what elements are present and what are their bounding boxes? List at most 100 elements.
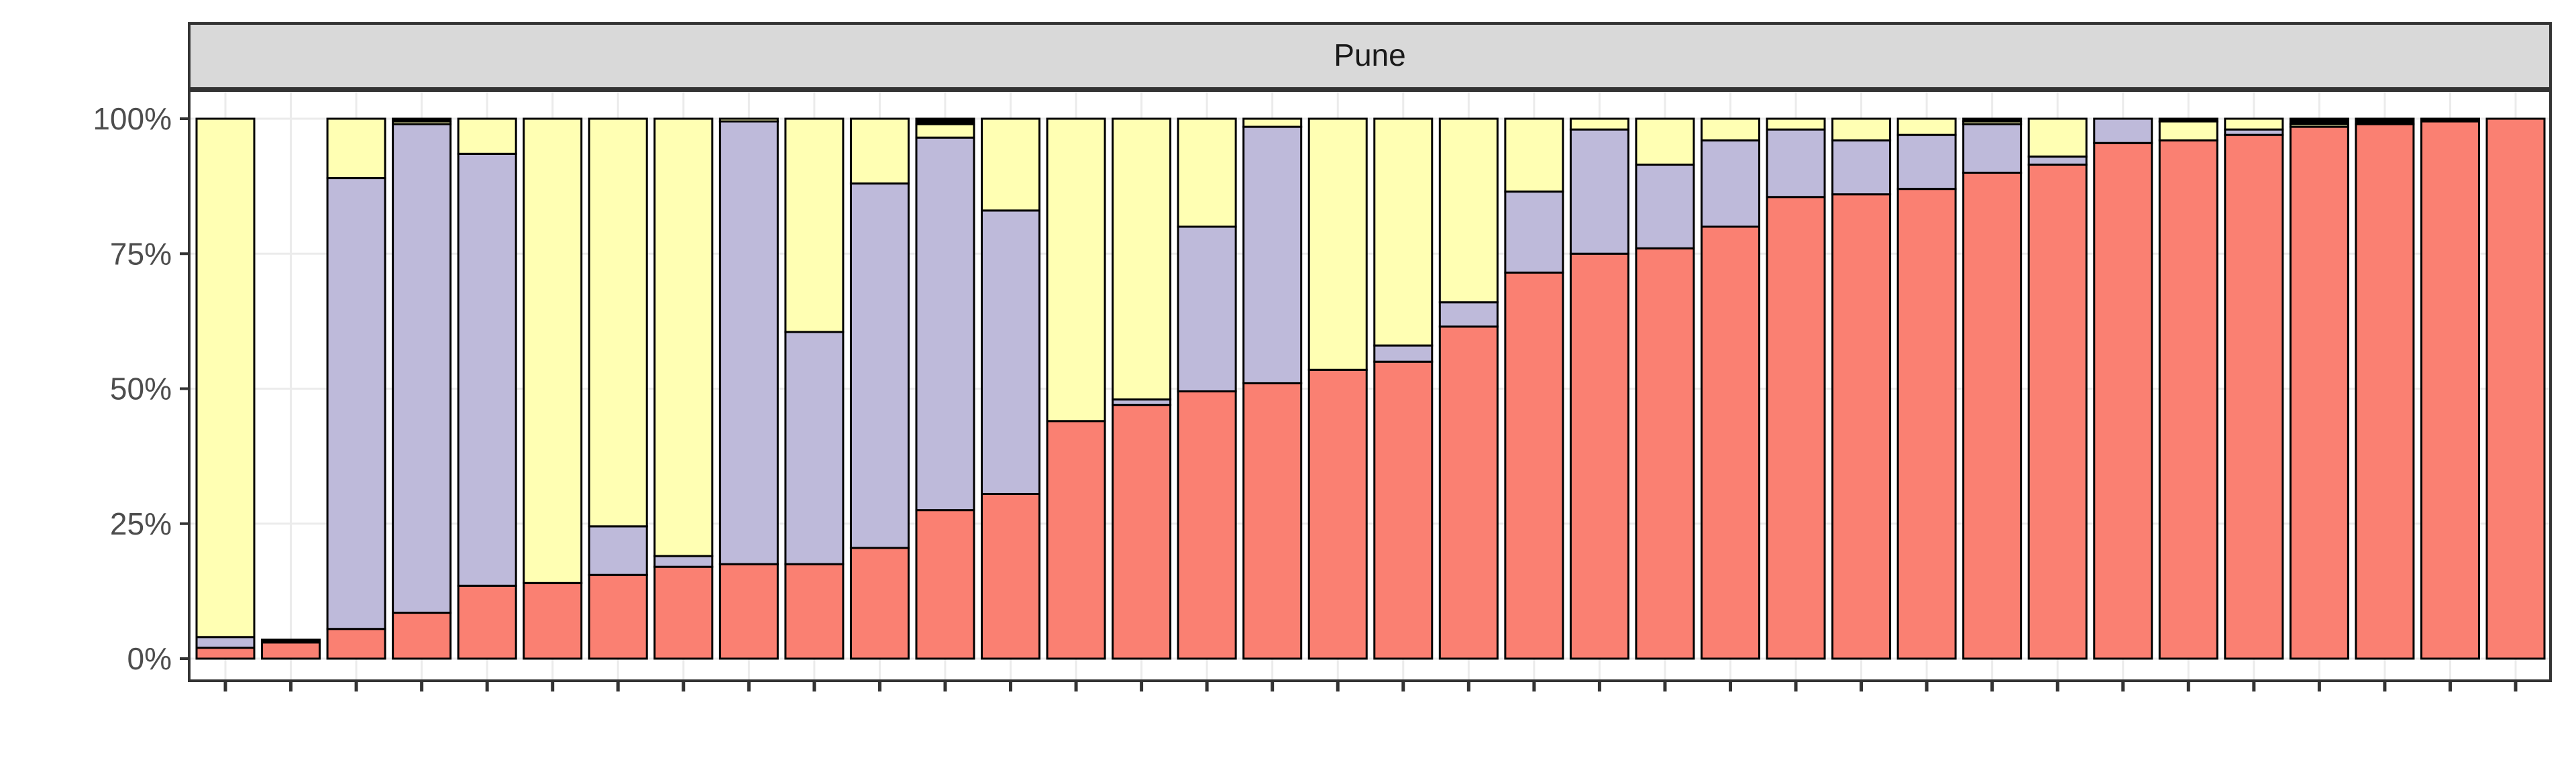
- bar-segment-s1-c14: [1046, 420, 1106, 660]
- bar-segment-s1-c5: [457, 584, 517, 660]
- bar-segment-s2-c12: [915, 136, 975, 512]
- bar-segment-s3-c21: [1504, 117, 1564, 193]
- bar-segment-s3-c20: [1438, 117, 1499, 304]
- facet-title: Pune: [1334, 38, 1405, 72]
- bar-segment-s1-c26: [1831, 193, 1892, 660]
- bar-segment-s4-c34: [2355, 117, 2415, 125]
- bar-segment-s1-c9: [718, 563, 779, 660]
- bar-segment-s1-c8: [653, 565, 714, 660]
- y-tick-label: 25%: [110, 506, 172, 541]
- y-tick-label: 0%: [127, 641, 172, 676]
- bar-segment-s2-c22: [1569, 128, 1629, 255]
- bar-segment-s3-c32: [2224, 117, 2284, 131]
- bar-segment-s3-c24: [1700, 117, 1760, 142]
- bar-segment-s2-c27: [1896, 133, 1957, 190]
- bar-segment-s1-c32: [2224, 133, 2284, 660]
- bar-segment-s2-c17: [1242, 125, 1303, 384]
- bar-segment-s1-c2: [261, 641, 321, 660]
- bar-segment-s1-c30: [2093, 142, 2153, 660]
- bar-segment-s3-c15: [1112, 117, 1172, 401]
- bar-segment-s1-c17: [1242, 382, 1303, 660]
- bar-segment-s3-c16: [1177, 117, 1237, 228]
- bar-segment-s2-c16: [1177, 225, 1237, 393]
- y-tick-label: 100%: [93, 101, 172, 136]
- bar-segment-s1-c15: [1112, 404, 1172, 660]
- bar-segment-s1-c11: [849, 547, 910, 660]
- bar-segment-s2-c7: [588, 525, 648, 576]
- bar-segment-s1-c34: [2355, 123, 2415, 660]
- bar-segment-s1-c23: [1635, 247, 1695, 660]
- bar-segment-s3-c8: [653, 117, 714, 557]
- bar-segment-s3-c18: [1307, 117, 1368, 371]
- bar-segment-s3-c6: [523, 117, 583, 584]
- bar-segment-s3-c29: [2027, 117, 2088, 158]
- bar-segment-s1-c7: [588, 573, 648, 660]
- bar-segment-s2-c19: [1373, 344, 1434, 363]
- bar-segment-s4-c31: [2158, 117, 2218, 123]
- bar-segment-s2-c4: [392, 123, 452, 614]
- bar-segment-s2-c23: [1635, 163, 1695, 250]
- bar-segment-s3-c31: [2158, 120, 2218, 142]
- bar-segment-s4-c33: [2289, 117, 2349, 125]
- bar-segment-s3-c7: [588, 117, 648, 528]
- bar-segment-s1-c20: [1438, 325, 1499, 660]
- bar-segment-s3-c13: [981, 117, 1041, 212]
- bar-segment-s1-c31: [2158, 139, 2218, 660]
- bar-segment-s3-c1: [195, 117, 256, 639]
- bar-segment-s3-c14: [1046, 117, 1106, 423]
- bar-segment-s3-c11: [849, 117, 910, 185]
- bar-segment-s2-c20: [1438, 301, 1499, 328]
- bar-segment-s2-c25: [1766, 128, 1826, 199]
- bar-segment-s2-c11: [849, 182, 910, 549]
- bar-segment-s1-c33: [2289, 125, 2349, 660]
- bar-segment-s3-c5: [457, 117, 517, 155]
- bar-segment-s2-c3: [326, 177, 386, 630]
- facet-strip: [188, 22, 2552, 90]
- bar-segment-s2-c26: [1831, 139, 1892, 196]
- bar-segment-s1-c3: [326, 628, 386, 660]
- bar-segment-s3-c22: [1569, 117, 1629, 131]
- bar-segment-s1-c21: [1504, 271, 1564, 660]
- bar-segment-s1-c13: [981, 492, 1041, 660]
- bar-segment-s2-c13: [981, 209, 1041, 495]
- bar-segment-s3-c25: [1766, 117, 1826, 131]
- bar-segment-s3-c26: [1831, 117, 1892, 142]
- bar-segment-s3-c10: [784, 117, 845, 333]
- bar-segment-s1-c1: [195, 647, 256, 660]
- bar-segment-s1-c27: [1896, 188, 1957, 660]
- bar-segment-s1-c29: [2027, 163, 2088, 660]
- bar-segment-s2-c9: [718, 120, 779, 565]
- bar-segment-s1-c18: [1307, 368, 1368, 660]
- bar-segment-s1-c19: [1373, 360, 1434, 660]
- y-tick-label: 75%: [110, 236, 172, 271]
- bar-segment-s2-c1: [195, 636, 256, 649]
- bar-segment-s4-c35: [2420, 117, 2480, 123]
- bar-segment-s4-c2: [261, 639, 321, 644]
- bar-segment-s3-c19: [1373, 117, 1434, 347]
- bar-segment-s2-c28: [1962, 123, 2023, 174]
- bar-segment-s1-c10: [784, 563, 845, 660]
- bar-segment-s3-c3: [326, 117, 386, 180]
- bar-segment-s1-c25: [1766, 196, 1826, 660]
- bar-segment-s1-c16: [1177, 390, 1237, 660]
- bar-segment-s3-c27: [1896, 117, 1957, 136]
- bar-segment-s1-c12: [915, 509, 975, 660]
- bar-segment-s2-c8: [653, 555, 714, 568]
- y-tick-label: 50%: [110, 372, 172, 406]
- bar-segment-s2-c5: [457, 152, 517, 587]
- bar-segment-s1-c22: [1569, 252, 1629, 660]
- bar-segment-s2-c21: [1504, 190, 1564, 274]
- bar-segment-s4-c28: [1962, 117, 2023, 123]
- bar-segment-s3-c9: [718, 117, 779, 123]
- bar-segment-s3-c12: [915, 123, 975, 139]
- bar-segment-s1-c36: [2485, 117, 2546, 660]
- bar-segment-s4-c12: [915, 117, 975, 125]
- bar-segment-s1-c6: [523, 581, 583, 660]
- bar-segment-s2-c29: [2027, 155, 2088, 166]
- bar-segment-s3-c17: [1242, 117, 1303, 128]
- bar-segment-s1-c4: [392, 612, 452, 660]
- bar-segment-s1-c35: [2420, 120, 2480, 660]
- bar-segment-s4-c4: [392, 117, 452, 123]
- bar-segment-s3-c23: [1635, 117, 1695, 166]
